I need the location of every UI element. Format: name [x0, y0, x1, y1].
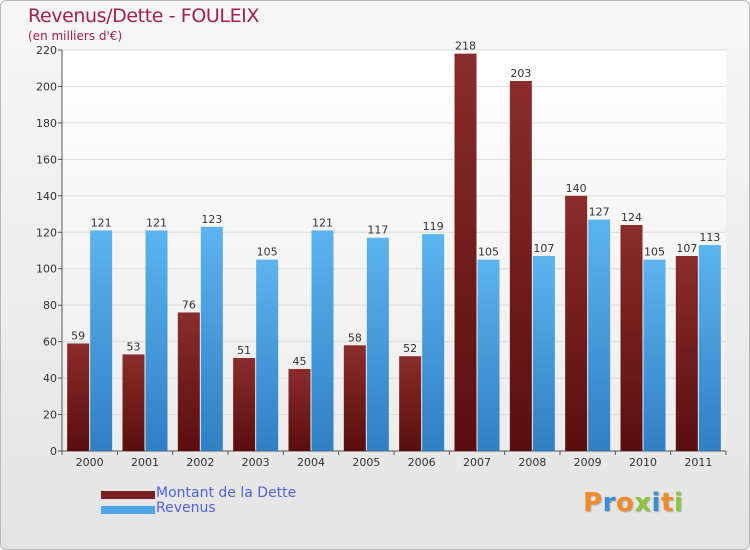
data-label-dette: 203 — [510, 67, 531, 80]
bar-revenus-2010 — [643, 259, 666, 451]
bar-revenus-2008 — [532, 255, 555, 451]
x-tick-label: 2011 — [684, 456, 712, 469]
y-tick-label: 60 — [43, 336, 57, 349]
data-label-revenus: 121 — [146, 216, 167, 229]
bar-revenus-2011 — [698, 245, 721, 451]
bar-dette-2001 — [122, 354, 145, 451]
bar-revenus-2007 — [477, 259, 500, 451]
bar-dette-2005 — [343, 345, 366, 451]
x-tick-label: 2000 — [76, 456, 104, 469]
logo-letter: r — [602, 488, 616, 518]
data-label-dette: 53 — [127, 340, 141, 353]
data-label-revenus: 113 — [699, 231, 720, 244]
bar-dette-2007 — [454, 53, 477, 452]
y-tick-label: 220 — [36, 44, 57, 57]
x-tick-label: 2003 — [242, 456, 270, 469]
x-tick-label: 2006 — [408, 456, 436, 469]
data-label-revenus: 123 — [201, 213, 222, 226]
data-label-revenus: 105 — [644, 246, 665, 259]
bar-dette-2011 — [675, 255, 698, 451]
legend-swatch-revenus — [101, 506, 155, 514]
bar-revenus-2000 — [90, 230, 113, 451]
legend-label-dette: Montant de la Dette — [156, 485, 297, 501]
x-tick-label: 2002 — [186, 456, 214, 469]
data-label-revenus: 127 — [589, 206, 610, 219]
logo-letter: o — [615, 488, 635, 518]
logo-letter: t — [660, 488, 674, 518]
data-label-revenus: 105 — [478, 246, 499, 259]
chart-subtitle: (en milliers d'€) — [28, 29, 123, 43]
y-tick-label: 120 — [36, 226, 57, 239]
data-label-dette: 107 — [676, 242, 697, 255]
x-tick-label: 2010 — [629, 456, 657, 469]
data-label-dette: 58 — [348, 331, 362, 344]
y-tick-label: 140 — [36, 190, 57, 203]
data-label-revenus: 105 — [257, 246, 278, 259]
y-tick-label: 200 — [36, 80, 57, 93]
bar-revenus-2005 — [366, 237, 389, 451]
logo-letter: x — [634, 488, 652, 518]
chart-title: Revenus/Dette - FOULEIX — [28, 5, 259, 27]
x-tick-label: 2009 — [574, 456, 602, 469]
bar-revenus-2006 — [422, 234, 445, 451]
data-label-dette: 76 — [182, 298, 196, 311]
bar-revenus-2009 — [588, 219, 611, 451]
x-tick-label: 2004 — [297, 456, 325, 469]
proxiti-logo: Proxiti — [583, 488, 683, 518]
y-tick-label: 20 — [43, 409, 57, 422]
bar-dette-2003 — [233, 358, 256, 451]
y-tick-label: 100 — [36, 263, 57, 276]
y-tick-label: 160 — [36, 153, 57, 166]
plot-area — [62, 50, 726, 451]
data-label-revenus: 107 — [533, 242, 554, 255]
y-tick-label: 180 — [36, 117, 57, 130]
bar-dette-2010 — [620, 224, 643, 451]
bar-dette-2009 — [565, 195, 588, 451]
legend-swatch-dette — [101, 491, 155, 499]
legend-label-revenus: Revenus — [156, 500, 216, 516]
logo-letter: P — [583, 488, 603, 518]
data-label-dette: 218 — [455, 40, 476, 53]
data-label-dette: 52 — [403, 342, 417, 355]
x-tick-label: 2008 — [518, 456, 546, 469]
data-label-dette: 51 — [237, 344, 251, 357]
y-tick-label: 40 — [43, 372, 57, 385]
data-label-revenus: 119 — [423, 220, 444, 233]
x-tick-label: 2007 — [463, 456, 491, 469]
data-label-revenus: 121 — [91, 216, 112, 229]
bar-revenus-2003 — [256, 259, 279, 451]
data-label-dette: 59 — [71, 329, 85, 342]
bar-dette-2006 — [399, 356, 422, 451]
data-label-dette: 124 — [621, 211, 642, 224]
bar-dette-2000 — [67, 343, 90, 451]
bar-dette-2008 — [509, 80, 532, 452]
data-label-revenus: 121 — [312, 216, 333, 229]
y-tick-label: 0 — [50, 445, 57, 458]
y-tick-label: 80 — [43, 299, 57, 312]
bar-revenus-2001 — [145, 230, 168, 451]
bar-dette-2004 — [288, 368, 311, 451]
logo-letter: i — [673, 488, 684, 518]
x-tick-label: 2005 — [352, 456, 380, 469]
bar-revenus-2002 — [200, 226, 223, 451]
bar-dette-2002 — [177, 312, 200, 451]
data-label-dette: 140 — [566, 182, 587, 195]
logo-letter: i — [651, 488, 661, 518]
data-label-revenus: 117 — [367, 224, 388, 237]
bar-revenus-2004 — [311, 230, 334, 451]
x-tick-label: 2001 — [131, 456, 159, 469]
data-label-dette: 45 — [293, 355, 307, 368]
